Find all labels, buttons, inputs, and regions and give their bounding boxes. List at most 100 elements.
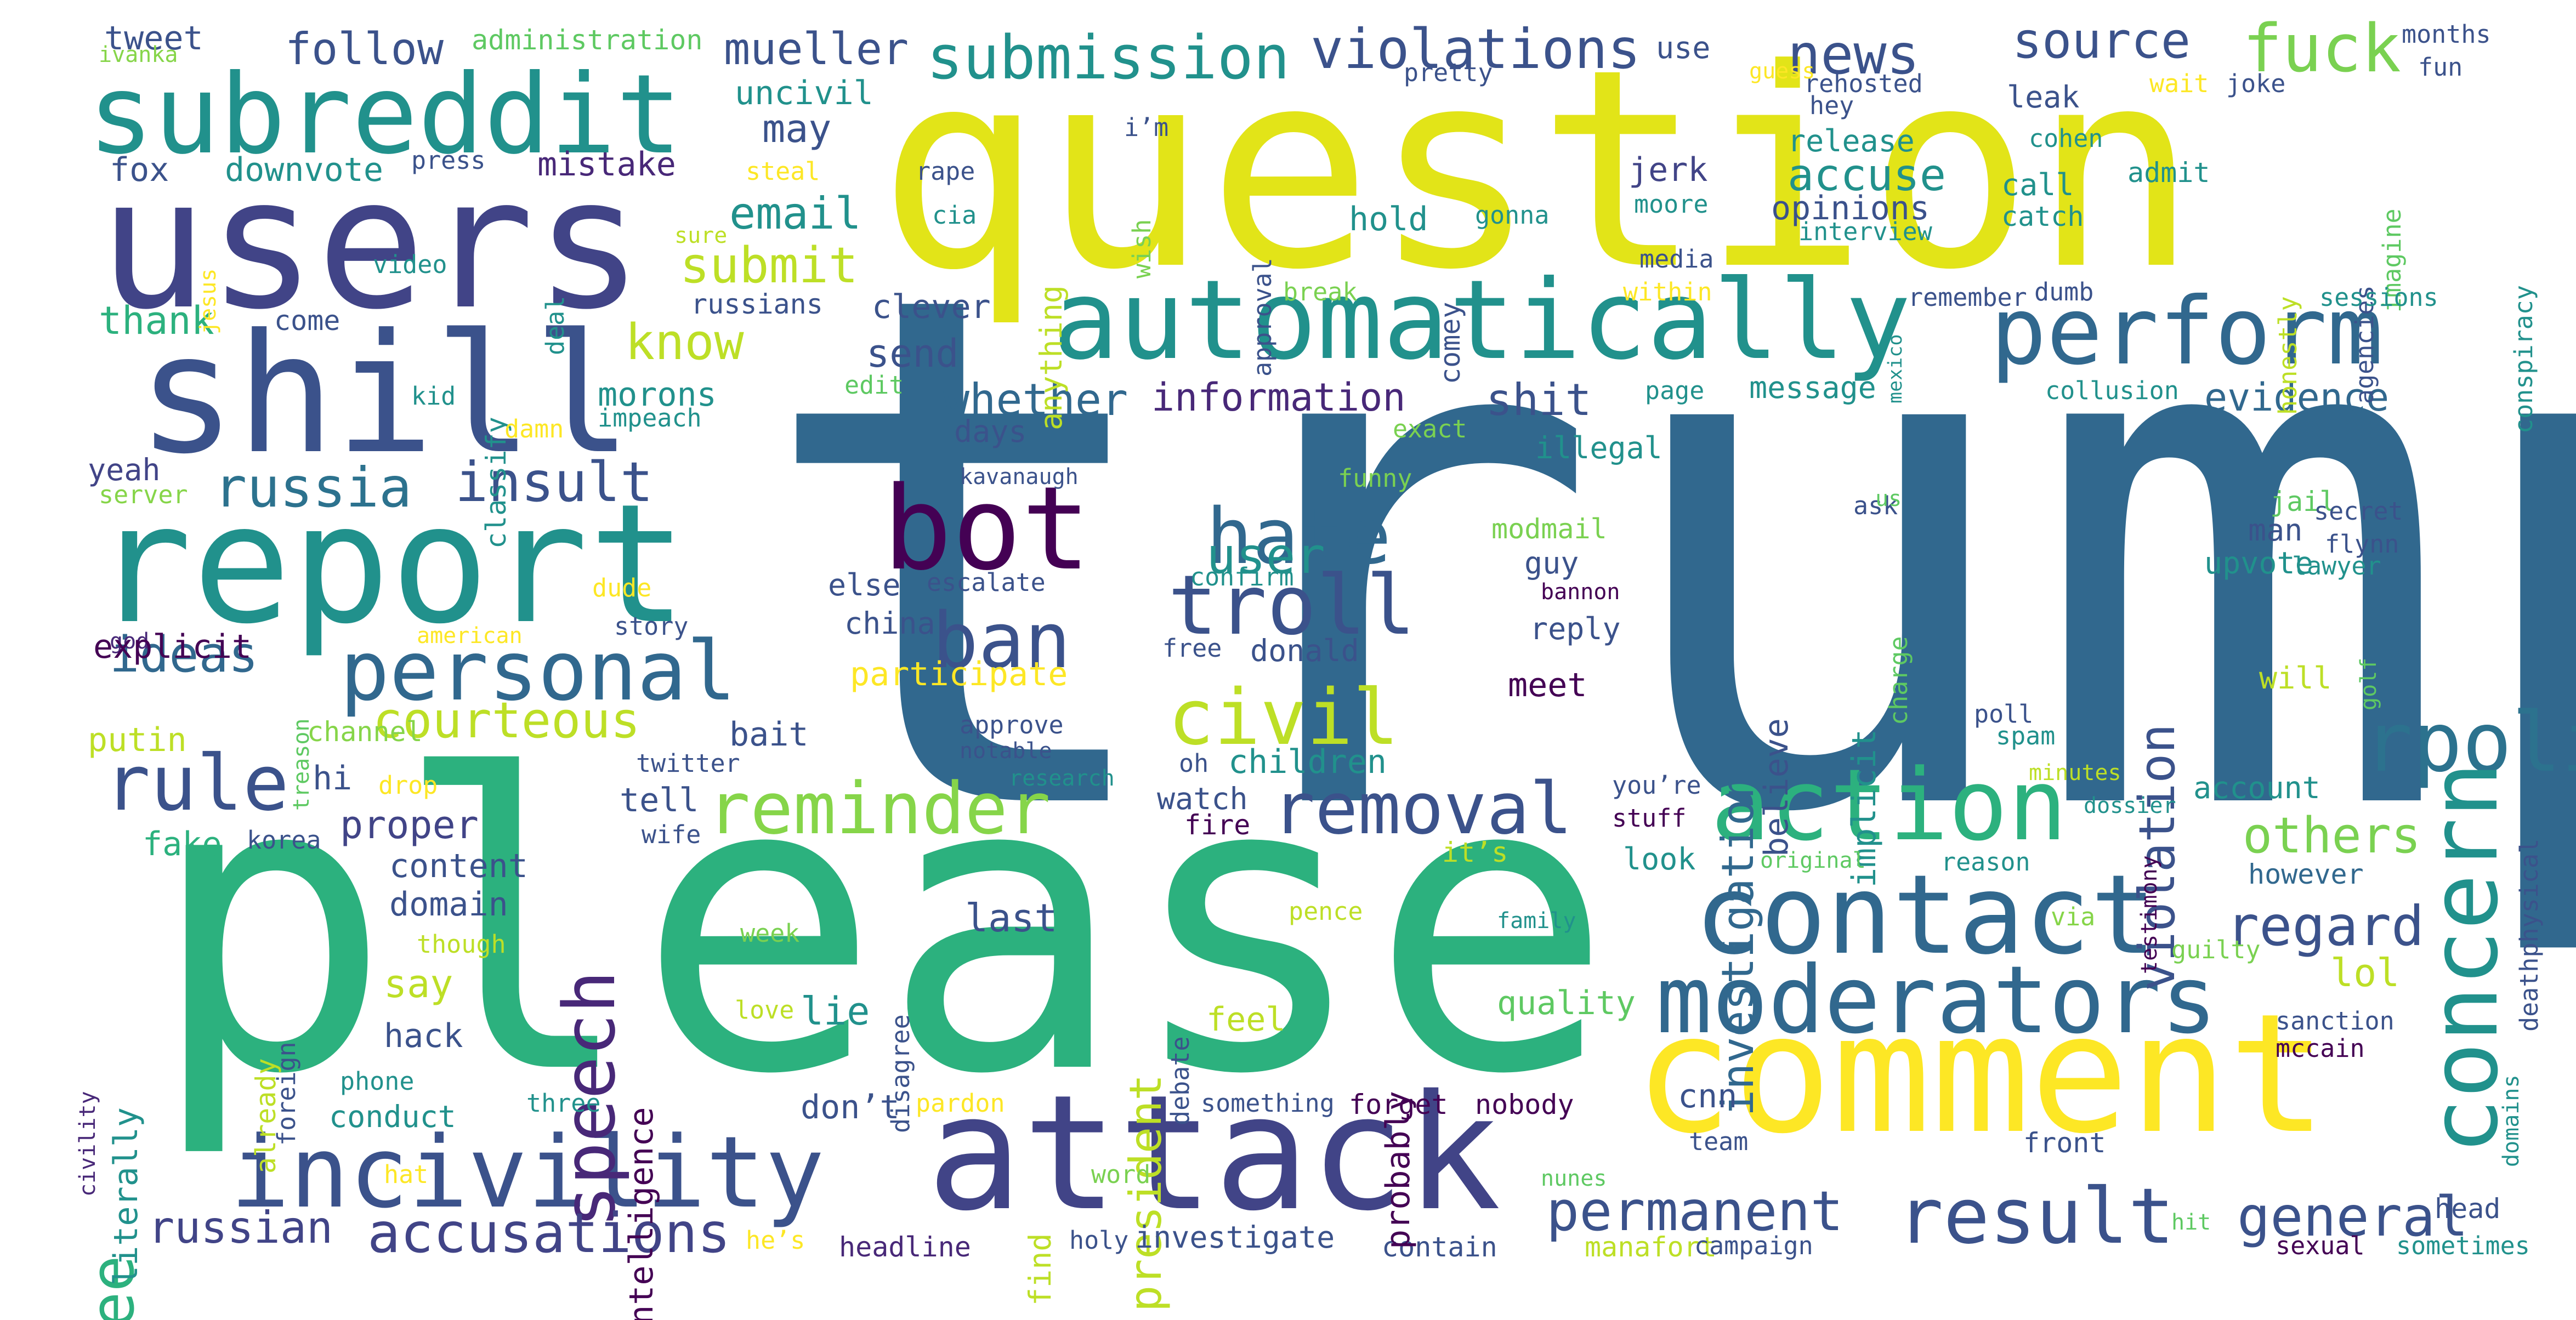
word: mexico — [1885, 334, 1907, 403]
word: anything — [1034, 285, 1069, 430]
word: wait — [2149, 69, 2209, 98]
word: permanent — [1546, 1179, 1843, 1243]
word: subreddit — [88, 51, 682, 179]
word: deathphysical — [2515, 838, 2544, 1032]
word: putin — [88, 721, 187, 759]
word: holy — [1069, 1226, 1129, 1255]
word: manafort — [1585, 1231, 1717, 1263]
word: civil — [1168, 673, 1399, 763]
word: minutes — [2029, 760, 2121, 786]
word: downvote — [225, 151, 383, 189]
word: american — [417, 623, 523, 648]
word: us — [1875, 486, 1902, 511]
word: free — [1162, 634, 1222, 663]
word: something — [1201, 1089, 1335, 1118]
word: tell — [620, 781, 699, 820]
word: modmail — [1491, 513, 1607, 545]
word: it’s — [1442, 837, 1508, 868]
word: exact — [1393, 414, 1467, 443]
word: believe — [1757, 718, 1796, 857]
word: poll — [1974, 699, 2034, 729]
word: steal — [746, 157, 820, 186]
word: golf — [2356, 657, 2381, 710]
word: feel — [1206, 1000, 1286, 1039]
word: proper — [340, 803, 479, 847]
word: bot — [883, 462, 1091, 596]
word: russia — [214, 456, 412, 520]
word: russian — [148, 1202, 333, 1253]
word: kid — [411, 382, 456, 411]
word: removal — [1272, 767, 1573, 850]
word: guilty — [2171, 935, 2261, 964]
word: pardon — [916, 1089, 1005, 1118]
word: rehosted — [1804, 69, 1923, 98]
word: mistake — [537, 145, 676, 184]
word: automatically — [1053, 257, 1911, 384]
word: question — [877, 10, 2198, 329]
word: days — [954, 414, 1027, 449]
word: guy — [1524, 545, 1579, 581]
word: kavanaugh — [960, 464, 1079, 490]
word: research — [1009, 766, 1115, 791]
word: thank — [99, 298, 214, 343]
word: general — [2237, 1185, 2469, 1249]
word: information — [1151, 375, 1406, 420]
word: testimony — [2137, 855, 2162, 974]
word: phone — [340, 1067, 415, 1096]
word: administration — [472, 24, 703, 56]
word: nunes — [1541, 1166, 1607, 1191]
word: source — [2012, 12, 2191, 70]
word: spam — [1996, 721, 2056, 750]
word: collusion — [2045, 376, 2179, 405]
word: jesus — [196, 268, 221, 334]
word: message — [1749, 370, 1876, 405]
word: last — [965, 896, 1058, 941]
word: within — [1623, 277, 1712, 306]
word: conspiracy — [2509, 285, 2538, 434]
word: sanction — [2276, 1006, 2395, 1035]
word: lol — [2330, 951, 2400, 995]
word: will — [2259, 661, 2332, 696]
word: courteous — [373, 692, 640, 749]
word: illegal — [1535, 430, 1663, 465]
word: disagree — [886, 1014, 915, 1133]
word: nobody — [1475, 1089, 1574, 1120]
word: content — [389, 847, 528, 885]
word: channel — [307, 716, 423, 748]
word: say — [384, 961, 453, 1006]
word: bait — [729, 715, 809, 754]
word: via — [2051, 902, 2096, 931]
word: forget — [1349, 1089, 1448, 1120]
word: domains — [2499, 1074, 2524, 1167]
word: cnn — [1678, 1077, 1738, 1116]
word: stuff — [1612, 804, 1687, 833]
word: edit — [844, 371, 904, 400]
word: violations — [1310, 17, 1641, 81]
word: civility — [75, 1091, 100, 1197]
word: hey — [1809, 91, 1854, 120]
word: hat — [384, 1160, 429, 1189]
word: leak — [2007, 79, 2080, 115]
word: ivanka — [99, 42, 178, 67]
word: regard — [2226, 894, 2425, 958]
word: others — [2243, 807, 2421, 864]
word: sure — [674, 223, 728, 248]
word: shit — [1486, 374, 1592, 425]
word: whether — [943, 374, 1128, 425]
word: he’s — [746, 1226, 805, 1255]
word: accusations — [367, 1201, 731, 1265]
word: video — [373, 250, 447, 279]
word: funny — [1338, 464, 1412, 493]
word: damn — [504, 414, 564, 443]
word: drop — [378, 771, 438, 800]
word: incivility — [230, 1116, 825, 1230]
word: investigation — [1712, 772, 1763, 1116]
word: interview — [1798, 217, 1932, 246]
word: fuck — [2243, 11, 2401, 87]
word[interactable]: rpolitics — [2363, 695, 2576, 790]
word: jerk — [1629, 151, 1708, 189]
word: impeach — [598, 403, 702, 433]
word: rape — [916, 157, 975, 186]
word: news — [1788, 22, 1920, 87]
